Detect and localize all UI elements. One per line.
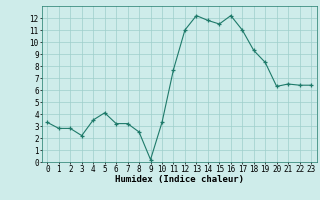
X-axis label: Humidex (Indice chaleur): Humidex (Indice chaleur) xyxy=(115,175,244,184)
